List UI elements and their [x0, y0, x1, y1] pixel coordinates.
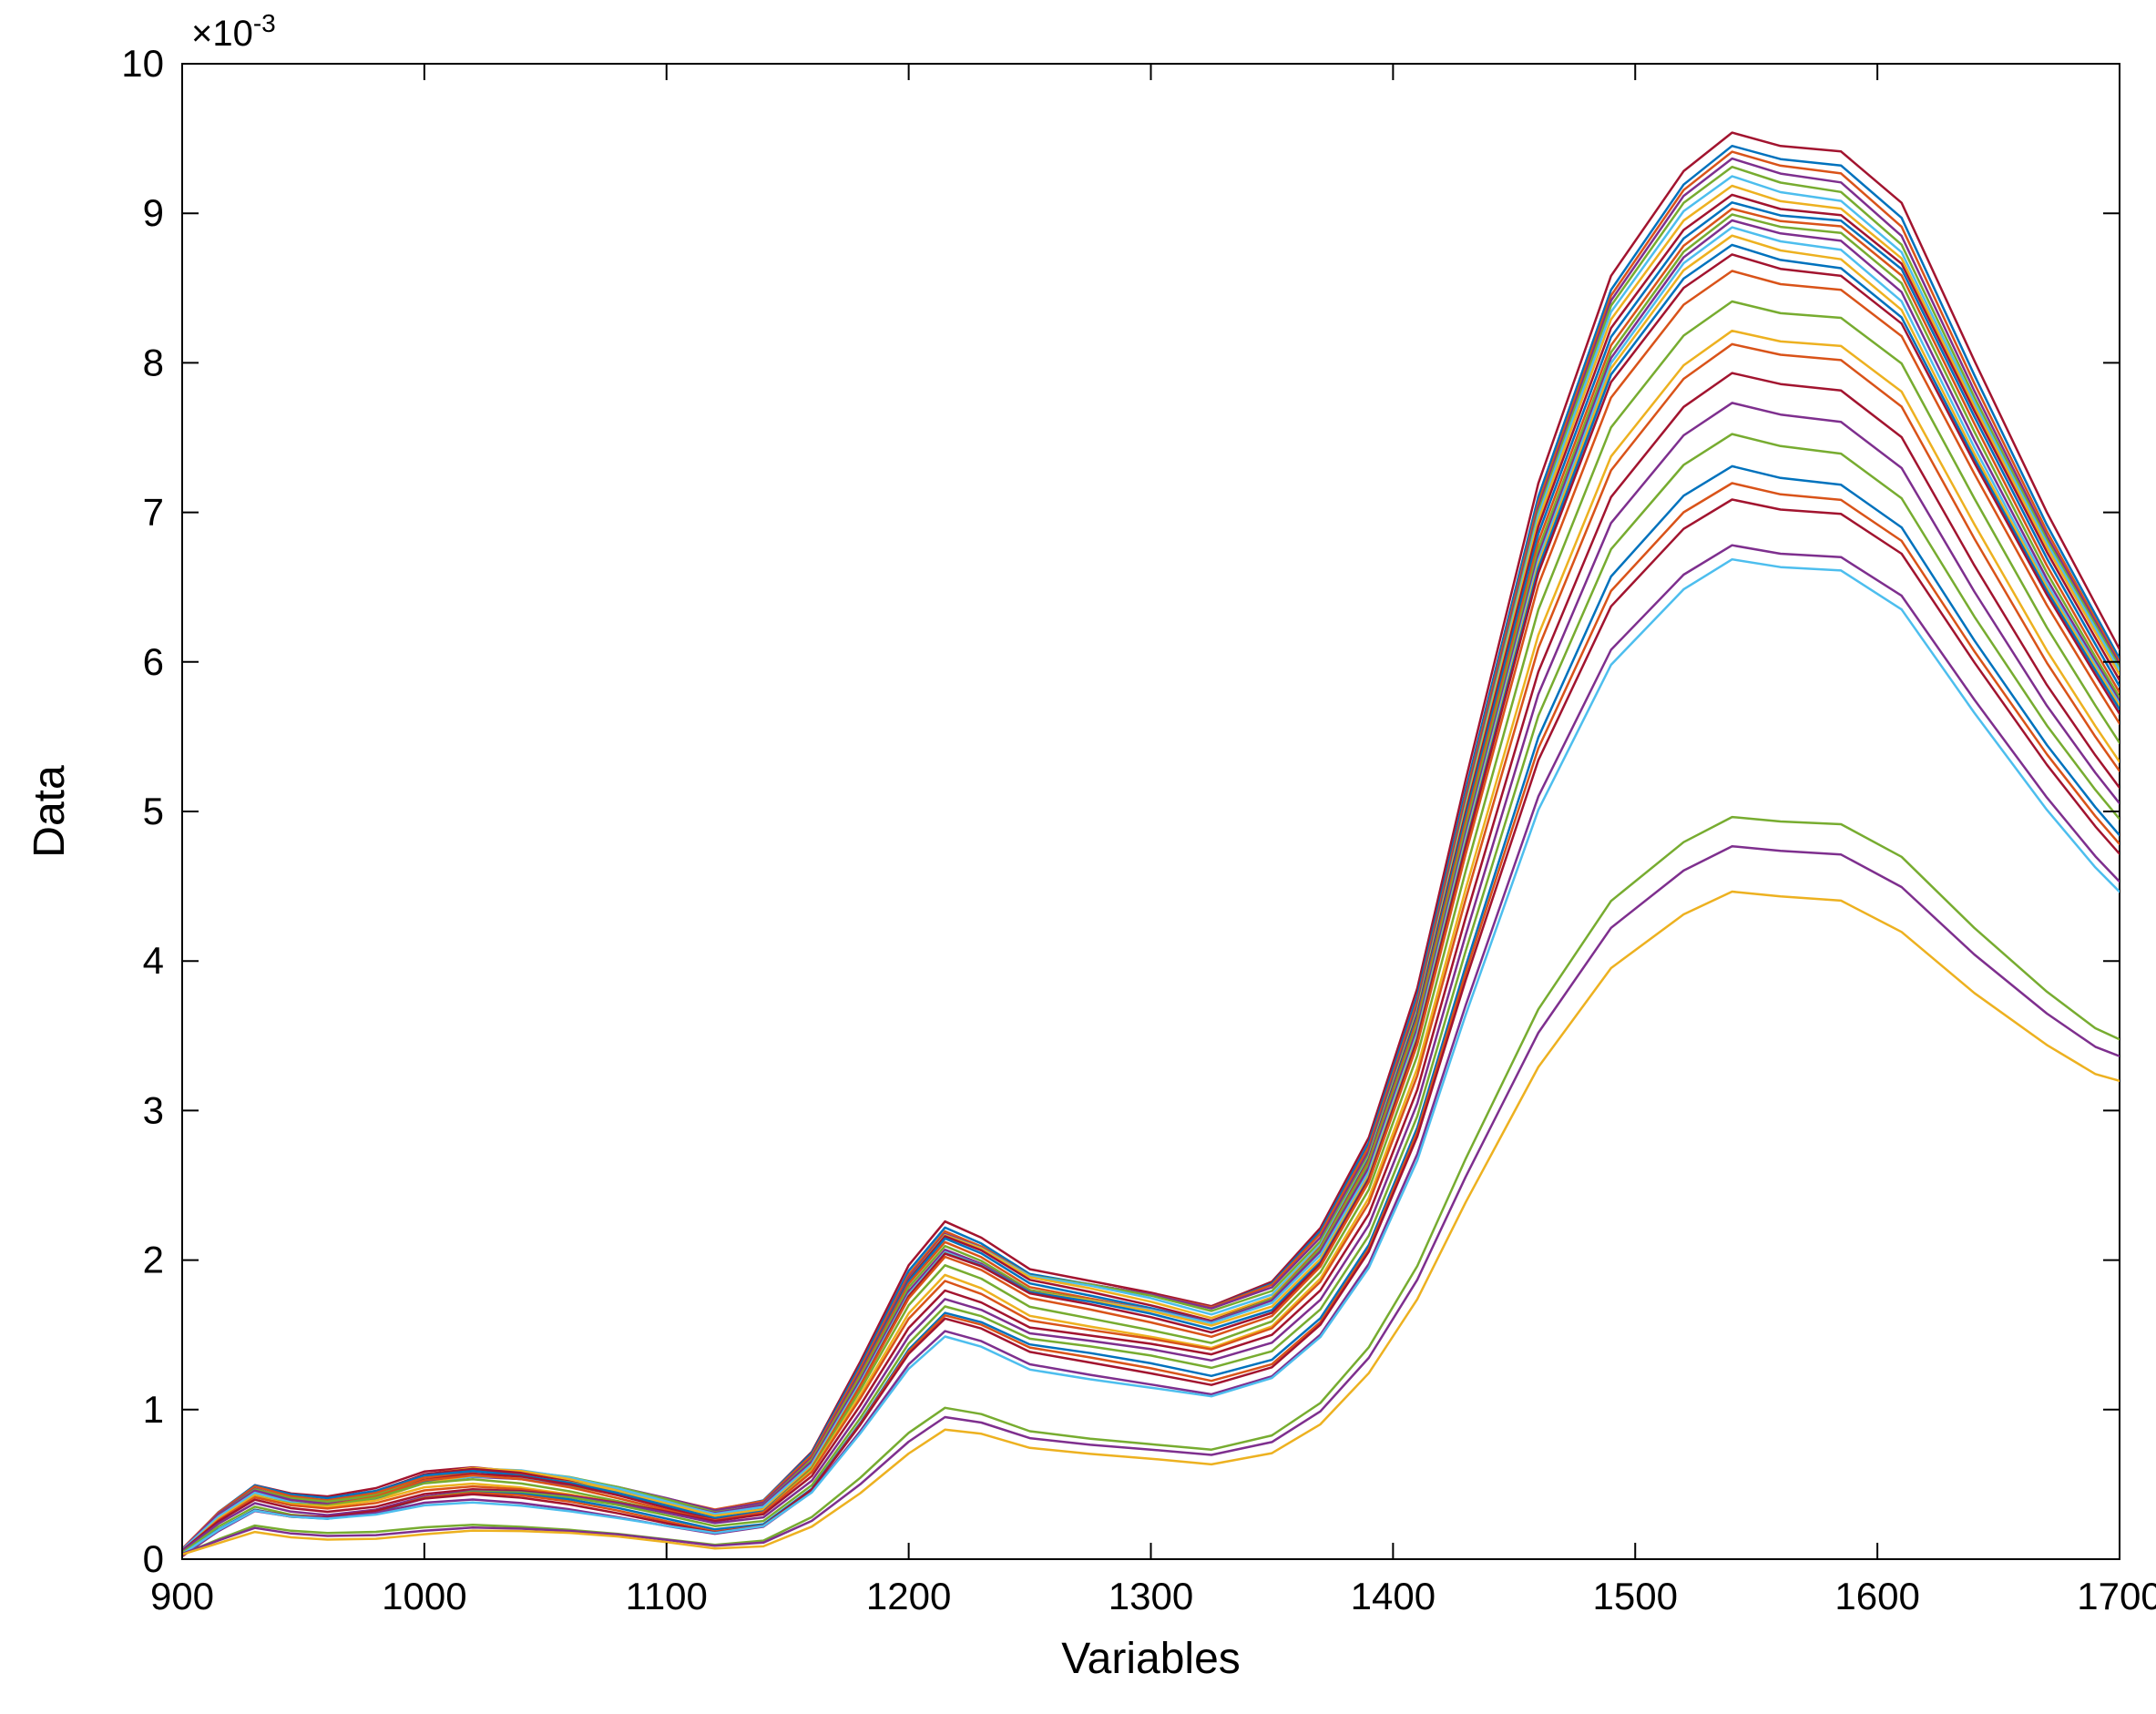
y-tick-label: 0 [143, 1537, 164, 1580]
x-tick-label: 1300 [1109, 1575, 1193, 1617]
y-tick-label: 10 [121, 42, 164, 85]
y-tick-label: 7 [143, 491, 164, 534]
x-tick-label: 1500 [1593, 1575, 1678, 1617]
x-tick-label: 1200 [866, 1575, 951, 1617]
y-tick-label: 2 [143, 1239, 164, 1281]
y-tick-label: 6 [143, 640, 164, 683]
y-tick-label: 4 [143, 939, 164, 982]
x-tick-label: 1700 [2077, 1575, 2156, 1617]
x-tick-label: 900 [150, 1575, 214, 1617]
y-tick-label: 5 [143, 790, 164, 832]
x-tick-label: 1600 [1834, 1575, 1919, 1617]
chart-svg: 900 1000 1100 1200 1300 1400 1500 1600 1700 0 1 2 3 4… [0, 0, 2156, 1714]
x-tick-label: 1100 [626, 1575, 708, 1617]
y-tick-label: 8 [143, 341, 164, 383]
x-tick-label: 1400 [1351, 1575, 1436, 1617]
x-axis-label: Variables [1061, 1635, 1241, 1683]
y-tick-label: 9 [143, 191, 164, 234]
y-axis-label: Data [26, 765, 74, 858]
spectral-line-chart: 900 1000 1100 1200 1300 1400 1500 1600 1700 0 1 2 3 4… [0, 0, 2156, 1714]
y-tick-label: 3 [143, 1088, 164, 1131]
x-tick-label: 1000 [382, 1575, 466, 1617]
y-tick-label: 1 [143, 1388, 164, 1431]
